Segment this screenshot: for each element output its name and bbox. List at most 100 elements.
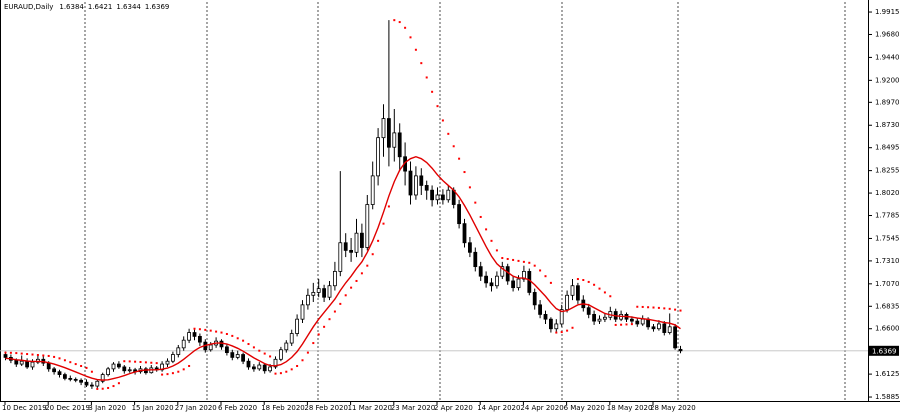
candle-body [84, 381, 89, 386]
candle-body [117, 363, 121, 368]
candle-body [592, 314, 596, 322]
x-tick-label: 2 Apr 2020 [434, 404, 473, 412]
candle-body [381, 118, 386, 139]
sar-dot [587, 280, 590, 283]
candle-body [457, 204, 462, 225]
candle-body [354, 232, 359, 253]
candle-body [68, 378, 73, 380]
sar-dot [593, 283, 596, 286]
y-tick-label: 1.6125 [875, 370, 900, 378]
sar-dot [74, 363, 77, 366]
candle-body [630, 318, 634, 322]
candle-body [305, 294, 310, 306]
sar-dot [204, 328, 207, 331]
sar-dot [544, 275, 547, 278]
sar-dot [107, 386, 110, 389]
candle-body [376, 137, 381, 177]
sar-dot [495, 249, 498, 252]
candle-body [106, 368, 110, 375]
x-tick-label: 28 May 2020 [650, 404, 696, 412]
candle-body [208, 344, 213, 351]
candle-body [430, 189, 435, 201]
candle-body [489, 282, 494, 287]
candle-body [268, 366, 273, 372]
sar-dot [598, 287, 601, 290]
sar-dot [501, 257, 504, 260]
sar-dot [555, 331, 558, 334]
candle-body [635, 320, 640, 325]
x-tick-label: 10 Dec 2019 [2, 404, 47, 412]
candle-body [473, 251, 478, 268]
sar-dot [344, 294, 347, 297]
candle-body [257, 364, 262, 370]
sar-dot [474, 201, 477, 204]
candle-body [370, 175, 375, 205]
sar-dot [387, 205, 390, 208]
y-tick-label: 1.7070 [875, 280, 900, 288]
y-tick-label: 1.8970 [875, 98, 900, 106]
sar-dot [614, 323, 617, 326]
sar-dot [274, 372, 277, 375]
sar-dot [26, 353, 29, 356]
candle-body [554, 323, 559, 330]
sar-dot [468, 186, 471, 189]
sar-dot [42, 354, 45, 357]
candle-body [349, 249, 354, 253]
chart-header: EURAUD,Daily 1.6384 1.6421 1.6344 1.6369 [4, 3, 169, 11]
price-label: 1.6369 [872, 347, 897, 355]
sar-dot [452, 145, 455, 148]
y-tick-label: 1.7545 [875, 234, 900, 242]
sar-dot [350, 286, 353, 289]
sar-dot [112, 385, 115, 388]
candle-body [246, 360, 251, 368]
sar-dot [447, 132, 450, 135]
sar-dot [420, 62, 423, 65]
candle-body [278, 349, 283, 360]
sar-dot [258, 349, 261, 352]
candle-body [73, 378, 78, 381]
x-tick-label: 27 Jan 2020 [175, 404, 217, 412]
y-tick-label: 1.7310 [875, 257, 900, 265]
sar-dot [161, 373, 164, 376]
y-tick-label: 1.8255 [875, 167, 900, 175]
sar-dot [333, 310, 336, 313]
candle-body [197, 335, 202, 343]
candle-body [522, 271, 526, 280]
sar-dot [236, 337, 239, 340]
candle-body [527, 271, 532, 293]
sar-dot [166, 373, 169, 376]
candle-body [478, 266, 483, 277]
candle-body [365, 204, 370, 248]
y-tick-label: 1.8730 [875, 121, 900, 129]
sar-dot [339, 302, 342, 305]
candle-body [413, 175, 418, 196]
candle-body [424, 185, 429, 191]
candle-body [565, 294, 569, 311]
candle-body [25, 360, 30, 368]
sar-dot [490, 239, 493, 242]
sar-dot [668, 307, 671, 310]
y-tick-label: 1.8020 [875, 189, 900, 197]
sar-dot [522, 260, 525, 263]
candle-body [187, 332, 192, 341]
sar-dot [409, 36, 412, 39]
candle-body [662, 323, 667, 333]
sar-dot [425, 76, 428, 79]
sar-dot [306, 351, 309, 354]
symbol-title: EURAUD,Daily [4, 3, 53, 11]
candle-body [549, 318, 553, 330]
sar-dot [15, 352, 18, 355]
sar-dot [177, 370, 180, 373]
sar-dot [441, 119, 444, 122]
sar-dot [269, 355, 272, 358]
candle-body [484, 275, 489, 284]
sar-dot [533, 264, 536, 267]
sar-dot [285, 370, 288, 373]
sar-dot [371, 253, 374, 256]
y-tick-label: 1.9200 [875, 76, 900, 84]
y-tick-label: 1.5885 [875, 393, 900, 401]
sar-dot [360, 272, 363, 275]
candle-body [532, 292, 537, 306]
candle-body [311, 292, 316, 296]
sar-dot [630, 323, 633, 326]
